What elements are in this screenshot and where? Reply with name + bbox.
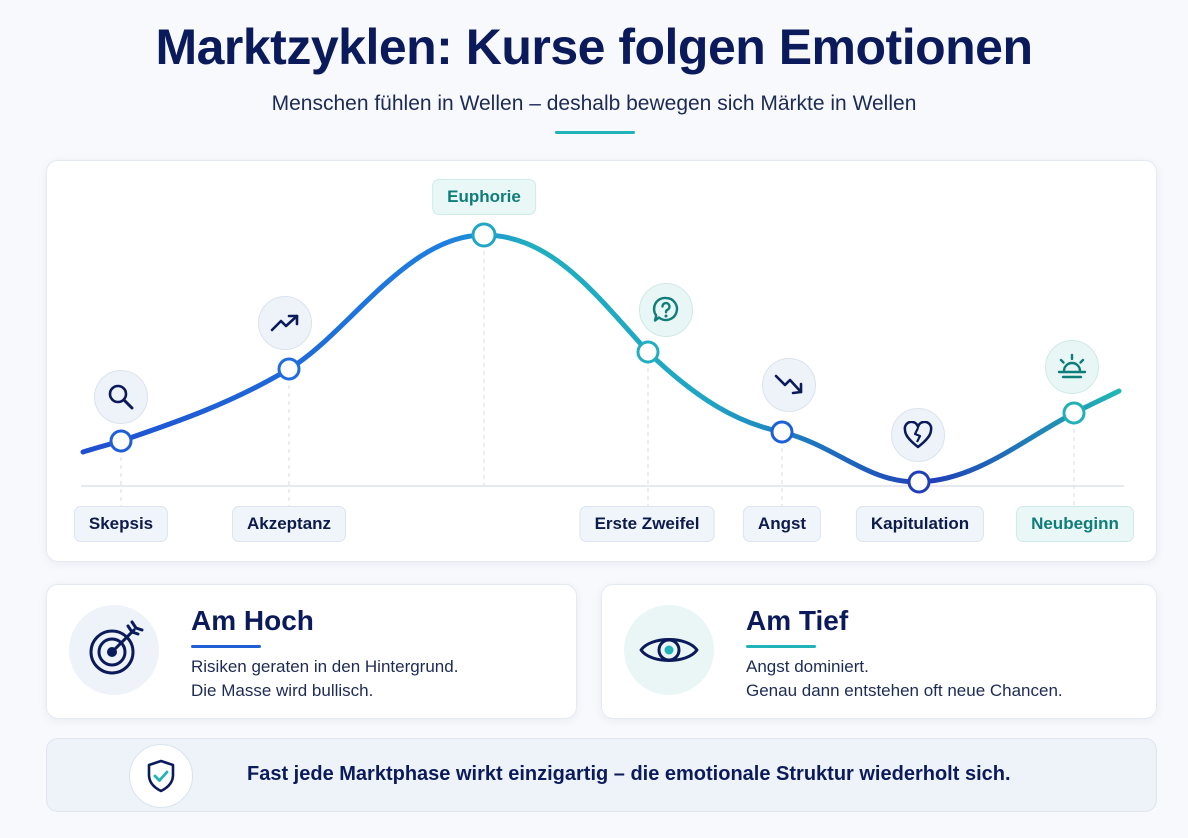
phase-label-euphorie: Euphorie xyxy=(432,179,536,215)
emotion-wave xyxy=(80,232,1122,485)
point-angst xyxy=(770,420,794,444)
footer-banner: Fast jede Marktphase wirkt einzigartig –… xyxy=(46,738,1157,812)
market-cycle-diagram xyxy=(80,222,1124,506)
high-card-line-2: Die Masse wird bullisch. xyxy=(191,681,374,700)
phase-label-skepsis: Skepsis xyxy=(73,506,169,542)
subtitle-divider xyxy=(555,131,635,134)
eye-icon xyxy=(624,605,714,695)
point-neubeginn xyxy=(1062,401,1086,425)
point-akzeptanz xyxy=(277,357,301,381)
magnifier-icon xyxy=(94,370,148,424)
point-kapitulation xyxy=(907,470,931,494)
target-icon xyxy=(69,605,159,695)
low-card-divider xyxy=(746,645,816,648)
high-card-line-1: Risiken geraten in den Hintergrund. xyxy=(191,657,459,676)
question-bubble-icon xyxy=(639,283,693,337)
phase-label-erste-zweifel: Erste Zweifel xyxy=(579,506,715,542)
high-card-divider xyxy=(191,645,261,648)
low-card-line-2: Genau dann entstehen oft neue Chancen. xyxy=(746,681,1063,700)
point-skepsis xyxy=(109,429,133,453)
footer-text: Fast jede Marktphase wirkt einzigartig –… xyxy=(247,763,1011,785)
page-subtitle: Menschen fühlen in Wellen – deshalb bewe… xyxy=(271,92,917,115)
trend-down-icon xyxy=(762,358,816,412)
market-cycle-card: Euphorie Skepsis Akzeptanz Erste Zweifel… xyxy=(46,160,1157,562)
phase-label-kapitulation: Kapitulation xyxy=(855,506,985,542)
phase-label-akzeptanz: Akzeptanz xyxy=(231,506,347,542)
low-card-title: Am Tief xyxy=(746,605,849,636)
low-card-line-1: Angst dominiert. xyxy=(746,657,869,676)
phase-label-neubeginn: Neubeginn xyxy=(1016,506,1134,542)
phase-label-angst: Angst xyxy=(742,506,822,542)
phase-points xyxy=(109,222,1086,494)
page-title: Marktzyklen: Kurse folgen Emotionen xyxy=(155,19,1033,75)
high-card-title: Am Hoch xyxy=(191,605,314,636)
shield-check-icon xyxy=(129,744,193,808)
point-erste-zweifel xyxy=(636,340,660,364)
high-card: Am Hoch Risiken geraten in den Hintergru… xyxy=(46,584,577,719)
low-card: Am Tief Angst dominiert. Genau dann ents… xyxy=(601,584,1157,719)
phase-guides xyxy=(120,235,1075,506)
sunrise-icon xyxy=(1045,340,1099,394)
trend-up-icon xyxy=(258,296,312,350)
point-euphorie xyxy=(471,222,497,248)
broken-heart-icon xyxy=(891,408,945,462)
